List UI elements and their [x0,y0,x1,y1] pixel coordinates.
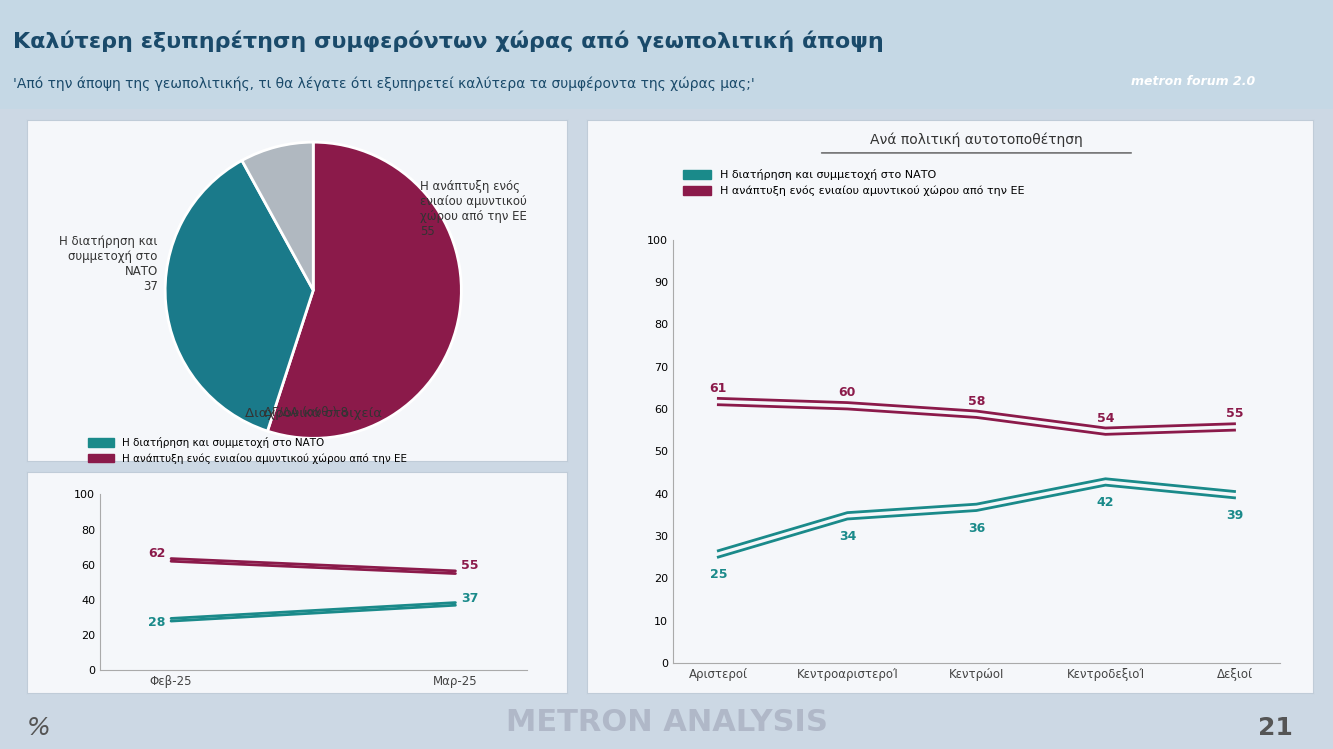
Text: 'Από την άποψη της γεωπολιτικής, τι θα λέγατε ότι εξυπηρετεί καλύτερα τα συμφέρο: 'Από την άποψη της γεωπολιτικής, τι θα λ… [13,76,754,91]
Text: 39: 39 [1226,509,1244,522]
Text: 55: 55 [1226,407,1244,420]
Text: Ανά πολιτική αυτοτοποθέτηση: Ανά πολιτική αυτοτοποθέτηση [870,132,1082,147]
Text: Διαχρονικά στοιχεία: Διαχρονικά στοιχεία [245,407,381,420]
Text: METRON ANALYSIS: METRON ANALYSIS [505,709,828,737]
Text: 55: 55 [461,560,479,572]
Legend: Η διατήρηση και συμμετοχή στο ΝΑΤΟ, Η ανάπτυξη ενός ενιαίου αμυντικού χώρου από : Η διατήρηση και συμμετοχή στο ΝΑΤΟ, Η αν… [678,165,1029,201]
Text: 25: 25 [709,568,726,581]
Wedge shape [241,142,313,291]
Text: 37: 37 [461,592,479,604]
Text: 21: 21 [1258,716,1293,740]
Wedge shape [268,142,461,438]
Wedge shape [165,160,313,431]
Legend: Η διατήρηση και συμμετοχή στο ΝΑΤΟ, Η ανάπτυξη ενός ενιαίου αμυντικού χώρου από : Η διατήρηση και συμμετοχή στο ΝΑΤΟ, Η αν… [84,433,412,467]
Text: 58: 58 [968,395,985,407]
Text: 60: 60 [838,386,856,399]
Text: 54: 54 [1097,412,1114,425]
Text: 34: 34 [838,530,856,543]
Text: 61: 61 [709,382,726,395]
Text: metron forum 2.0: metron forum 2.0 [1130,75,1256,88]
FancyBboxPatch shape [0,0,1333,109]
Text: %: % [27,716,51,740]
Text: 62: 62 [148,547,165,560]
Text: Η διατήρηση και
συμμετοχή στο
ΝΑΤΟ
37: Η διατήρηση και συμμετοχή στο ΝΑΤΟ 37 [60,234,157,293]
Text: ΔΓ/ΔΑ (αυθ.) 8: ΔΓ/ΔΑ (αυθ.) 8 [264,405,348,418]
Text: Καλύτερη εξυπηρέτηση συμφερόντων χώρας από γεωπολιτική άποψη: Καλύτερη εξυπηρέτηση συμφερόντων χώρας α… [13,31,884,52]
Text: Η ανάπτυξη ενός
ενιαίου αμυντικού
χώρου από την ΕΕ
55: Η ανάπτυξη ενός ενιαίου αμυντικού χώρου … [420,180,527,237]
Text: 42: 42 [1097,497,1114,509]
Text: 36: 36 [968,521,985,535]
Text: 28: 28 [148,616,165,629]
